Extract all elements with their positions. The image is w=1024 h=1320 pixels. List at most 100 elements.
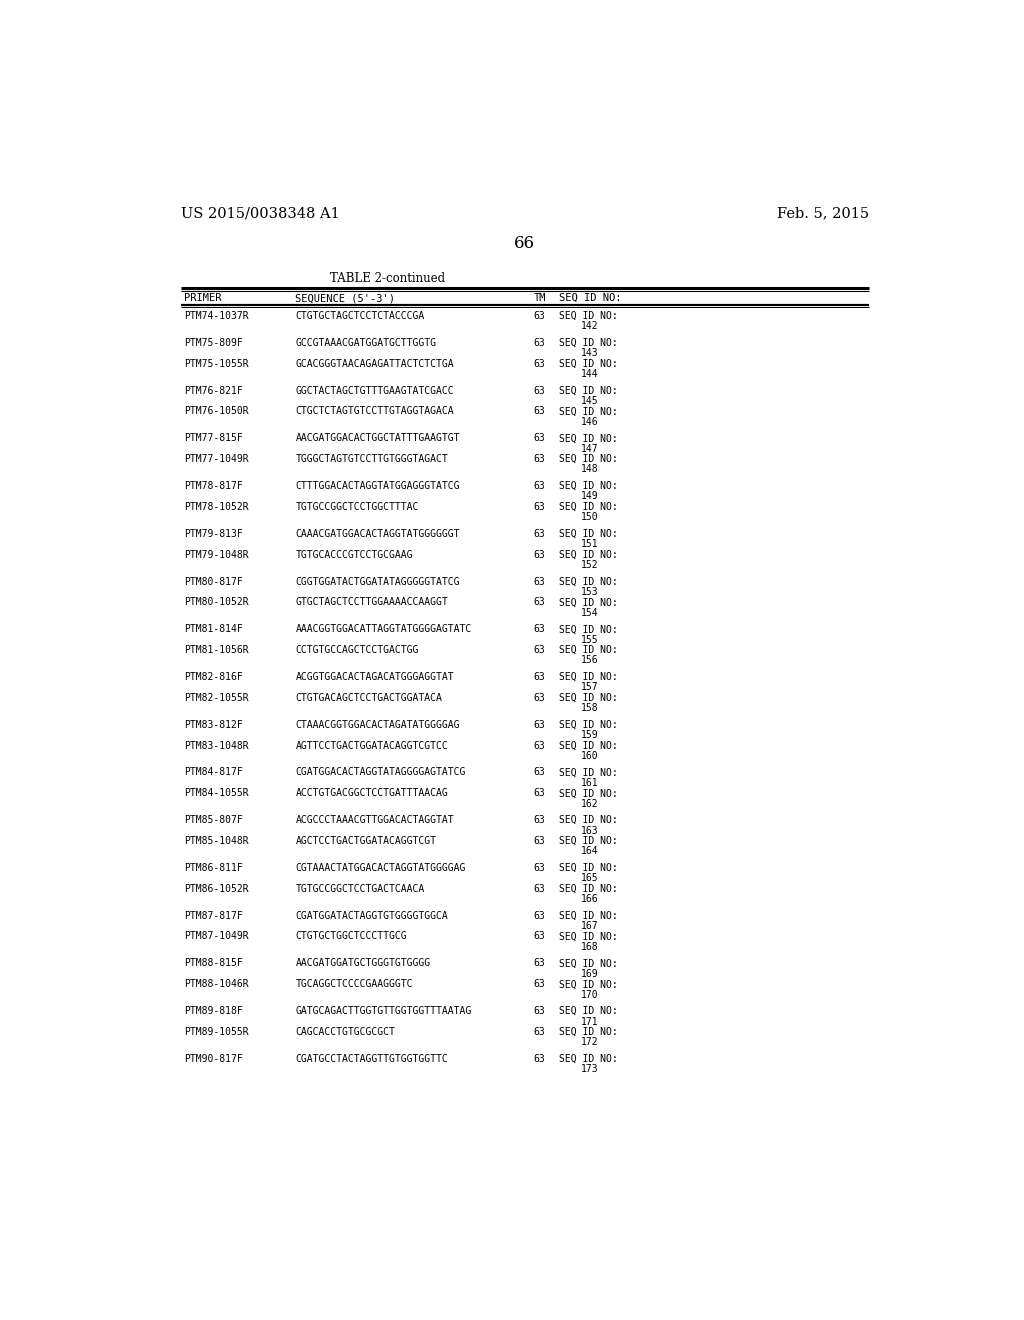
Text: CGTAAACTATGGACACTAGGTATGGGGAG: CGTAAACTATGGACACTAGGTATGGGGAG [295,863,466,873]
Text: PTM80-1052R: PTM80-1052R [183,597,249,607]
Text: PTM81-1056R: PTM81-1056R [183,645,249,655]
Text: AACGATGGACACTGGCTATTTGAAGTGT: AACGATGGACACTGGCTATTTGAAGTGT [295,433,460,444]
Text: Feb. 5, 2015: Feb. 5, 2015 [777,206,869,220]
Text: 148: 148 [581,465,598,474]
Text: 144: 144 [581,370,598,379]
Text: 63: 63 [534,932,545,941]
Text: PTM90-817F: PTM90-817F [183,1053,243,1064]
Text: SEQ ID NO:: SEQ ID NO: [559,911,617,920]
Text: PTM76-1050R: PTM76-1050R [183,407,249,416]
Text: PTM85-1048R: PTM85-1048R [183,836,249,846]
Text: 63: 63 [534,884,545,894]
Text: 164: 164 [581,846,598,857]
Text: TGTGCCGGCTCCTGACTCAACA: TGTGCCGGCTCCTGACTCAACA [295,884,425,894]
Text: SEQ ID NO:: SEQ ID NO: [559,958,617,969]
Text: 63: 63 [534,624,545,634]
Text: SEQUENCE (5'-3'): SEQUENCE (5'-3') [295,293,395,304]
Text: 63: 63 [534,312,545,321]
Text: SEQ ID NO:: SEQ ID NO: [559,645,617,655]
Text: CTGTGCTGGCTCCCTTGCG: CTGTGCTGGCTCCCTTGCG [295,932,407,941]
Text: PTM89-1055R: PTM89-1055R [183,1027,249,1038]
Text: 63: 63 [534,672,545,682]
Text: 157: 157 [581,682,598,693]
Text: SEQ ID NO:: SEQ ID NO: [559,788,617,799]
Text: CTTTGGACACTAGGTATGGAGGGTATCG: CTTTGGACACTAGGTATGGAGGGTATCG [295,480,460,491]
Text: 160: 160 [581,751,598,760]
Text: 173: 173 [581,1064,598,1074]
Text: SEQ ID NO:: SEQ ID NO: [559,1027,617,1038]
Text: CAAACGATGGACACTAGGTATGGGGGGT: CAAACGATGGACACTAGGTATGGGGGGT [295,529,460,539]
Text: PTM83-812F: PTM83-812F [183,719,243,730]
Text: PTM75-1055R: PTM75-1055R [183,359,249,368]
Text: 147: 147 [581,444,598,454]
Text: PRIMER: PRIMER [183,293,221,304]
Text: SEQ ID NO:: SEQ ID NO: [559,741,617,751]
Text: SEQ ID NO:: SEQ ID NO: [559,454,617,465]
Text: SEQ ID NO:: SEQ ID NO: [559,480,617,491]
Text: 63: 63 [534,1053,545,1064]
Text: PTM87-817F: PTM87-817F [183,911,243,920]
Text: PTM77-815F: PTM77-815F [183,433,243,444]
Text: SEQ ID NO:: SEQ ID NO: [559,433,617,444]
Text: SEQ ID NO:: SEQ ID NO: [559,407,617,416]
Text: SEQ ID NO:: SEQ ID NO: [559,338,617,347]
Text: CTAAACGGTGGACACTAGATATGGGGAG: CTAAACGGTGGACACTAGATATGGGGAG [295,719,460,730]
Text: 153: 153 [581,587,598,597]
Text: SEQ ID NO:: SEQ ID NO: [559,597,617,607]
Text: 63: 63 [534,529,545,539]
Text: TGTGCCGGCTCCTGGCTTTAC: TGTGCCGGCTCCTGGCTTTAC [295,502,419,512]
Text: 63: 63 [534,863,545,873]
Text: 63: 63 [534,597,545,607]
Text: PTM76-821F: PTM76-821F [183,385,243,396]
Text: 63: 63 [534,788,545,799]
Text: SEQ ID NO:: SEQ ID NO: [559,979,617,989]
Text: PTM85-807F: PTM85-807F [183,816,243,825]
Text: SEQ ID NO:: SEQ ID NO: [559,624,617,634]
Text: 63: 63 [534,958,545,969]
Text: SEQ ID NO:: SEQ ID NO: [559,836,617,846]
Text: 63: 63 [534,577,545,586]
Text: PTM82-1055R: PTM82-1055R [183,693,249,702]
Text: 151: 151 [581,539,598,549]
Text: 63: 63 [534,741,545,751]
Text: PTM87-1049R: PTM87-1049R [183,932,249,941]
Text: SEQ ID NO:: SEQ ID NO: [559,529,617,539]
Text: AGCTCCTGACTGGATACAGGTCGT: AGCTCCTGACTGGATACAGGTCGT [295,836,436,846]
Text: SEQ ID NO:: SEQ ID NO: [559,293,622,304]
Text: 63: 63 [534,433,545,444]
Text: TGCAGGCTCCCCGAAGGGTC: TGCAGGCTCCCCGAAGGGTC [295,979,413,989]
Text: PTM84-1055R: PTM84-1055R [183,788,249,799]
Text: SEQ ID NO:: SEQ ID NO: [559,502,617,512]
Text: CCTGTGCCAGCTCCTGACTGG: CCTGTGCCAGCTCCTGACTGG [295,645,419,655]
Text: 63: 63 [534,645,545,655]
Text: SEQ ID NO:: SEQ ID NO: [559,385,617,396]
Text: 143: 143 [581,348,598,358]
Text: CAGCACCTGTGCGCGCT: CAGCACCTGTGCGCGCT [295,1027,395,1038]
Text: SEQ ID NO:: SEQ ID NO: [559,863,617,873]
Text: PTM79-1048R: PTM79-1048R [183,549,249,560]
Text: 159: 159 [581,730,598,741]
Text: 63: 63 [534,979,545,989]
Text: 63: 63 [534,407,545,416]
Text: 142: 142 [581,321,598,331]
Text: GCACGGGTAACAGAGATTACTCTCTGA: GCACGGGTAACAGAGATTACTCTCTGA [295,359,454,368]
Text: 63: 63 [534,480,545,491]
Text: 156: 156 [581,656,598,665]
Text: ACCTGTGACGGCTCCTGATTTAACAG: ACCTGTGACGGCTCCTGATTTAACAG [295,788,449,799]
Text: 166: 166 [581,894,598,904]
Text: ACGGTGGACACTAGACATGGGAGGTAT: ACGGTGGACACTAGACATGGGAGGTAT [295,672,454,682]
Text: 63: 63 [534,719,545,730]
Text: SEQ ID NO:: SEQ ID NO: [559,719,617,730]
Text: AAACGGTGGACATTAGGTATGGGGAGTATC: AAACGGTGGACATTAGGTATGGGGAGTATC [295,624,472,634]
Text: 63: 63 [534,385,545,396]
Text: PTM86-811F: PTM86-811F [183,863,243,873]
Text: SEQ ID NO:: SEQ ID NO: [559,693,617,702]
Text: SEQ ID NO:: SEQ ID NO: [559,1006,617,1016]
Text: 63: 63 [534,693,545,702]
Text: AGTTCCTGACTGGATACAGGTCGTCC: AGTTCCTGACTGGATACAGGTCGTCC [295,741,449,751]
Text: SEQ ID NO:: SEQ ID NO: [559,767,617,777]
Text: 63: 63 [534,454,545,465]
Text: 171: 171 [581,1016,598,1027]
Text: TGGGCTAGTGTCCTTGTGGGTAGACT: TGGGCTAGTGTCCTTGTGGGTAGACT [295,454,449,465]
Text: PTM84-817F: PTM84-817F [183,767,243,777]
